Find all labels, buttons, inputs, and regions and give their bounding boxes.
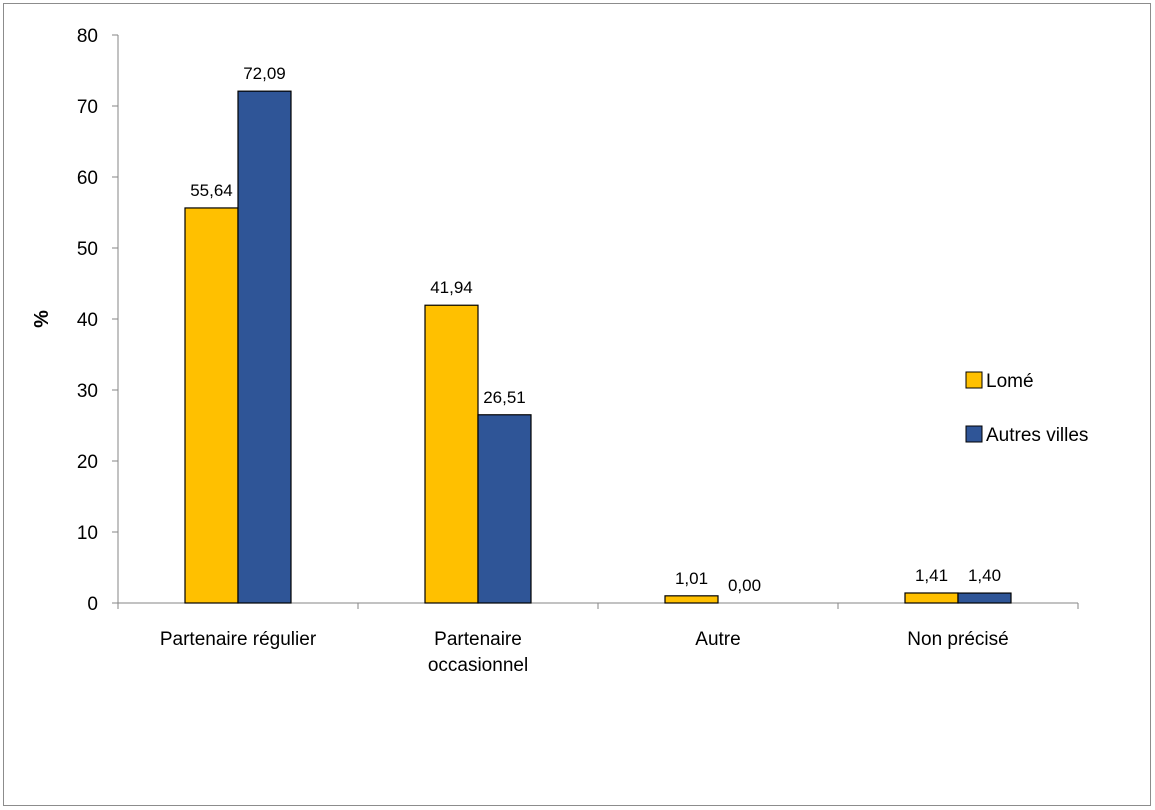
y-tick-label: 40	[77, 310, 98, 331]
data-label: 72,09	[243, 64, 286, 83]
data-label: 1,41	[915, 566, 948, 585]
data-label: 1,01	[675, 569, 708, 588]
y-tick-label: 20	[77, 452, 98, 473]
data-label: 41,94	[430, 278, 473, 297]
data-label: 26,51	[483, 388, 526, 407]
legend-label-autres-villes: Autres villes	[986, 425, 1088, 446]
category-label: Non précisé	[907, 629, 1008, 650]
y-tick-label: 70	[77, 97, 98, 118]
bar-lome	[184, 207, 239, 604]
bar-autres-villes	[237, 90, 292, 604]
category-label: occasionnel	[428, 655, 528, 676]
category-label: Partenaire	[434, 629, 522, 650]
legend-swatch-autres-villes	[965, 425, 983, 443]
category-label: Autre	[695, 629, 740, 650]
bar-autres-villes	[477, 414, 532, 604]
y-tick-label: 60	[77, 168, 98, 189]
y-axis-title: %	[31, 310, 53, 328]
y-tick-label: 10	[77, 523, 98, 544]
data-label: 0,00	[728, 576, 761, 595]
bar-lome	[904, 592, 959, 604]
legend-label-lome: Lomé	[986, 371, 1034, 392]
bar-autres-villes	[957, 592, 1012, 604]
bar-lome	[424, 304, 479, 604]
y-tick-label: 0	[87, 594, 98, 615]
category-label: Partenaire régulier	[160, 629, 317, 650]
y-tick-label: 80	[77, 26, 98, 47]
data-label: 1,40	[968, 566, 1001, 585]
legend-swatch-lome	[965, 371, 983, 389]
bar-lome	[664, 595, 719, 604]
data-label: 55,64	[190, 181, 233, 200]
y-tick-label: 50	[77, 239, 98, 260]
y-tick-label: 30	[77, 381, 98, 402]
